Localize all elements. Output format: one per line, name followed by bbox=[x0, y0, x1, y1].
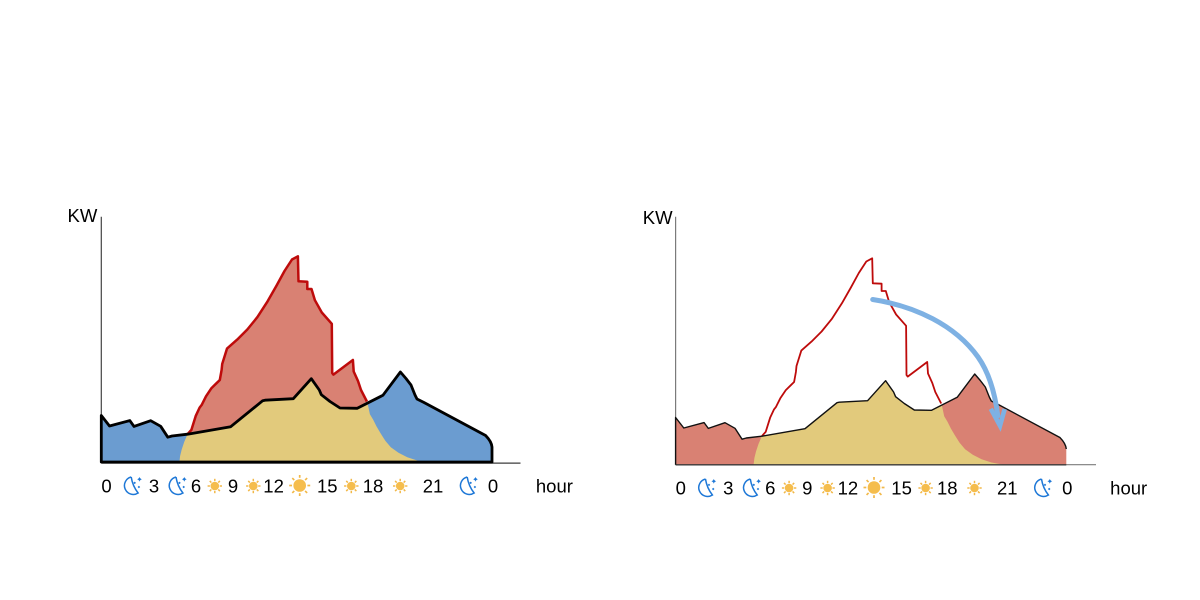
svg-text:15: 15 bbox=[891, 478, 912, 499]
svg-text:21: 21 bbox=[423, 476, 444, 497]
svg-text:6: 6 bbox=[191, 476, 201, 497]
svg-text:12: 12 bbox=[838, 478, 859, 499]
svg-text:12: 12 bbox=[263, 476, 284, 497]
svg-text:3: 3 bbox=[149, 476, 159, 497]
svg-text:6: 6 bbox=[765, 478, 775, 499]
svg-text:3: 3 bbox=[723, 478, 733, 499]
svg-text:KW: KW bbox=[643, 207, 673, 228]
svg-text:9: 9 bbox=[802, 478, 812, 499]
svg-text:0: 0 bbox=[676, 478, 686, 499]
svg-text:KW: KW bbox=[68, 205, 98, 226]
svg-text:15: 15 bbox=[317, 476, 338, 497]
svg-text:9: 9 bbox=[228, 476, 238, 497]
svg-text:0: 0 bbox=[1062, 478, 1072, 499]
svg-text:21: 21 bbox=[997, 478, 1018, 499]
svg-text:hour: hour bbox=[536, 476, 573, 497]
svg-text:18: 18 bbox=[363, 476, 384, 497]
svg-text:18: 18 bbox=[937, 478, 958, 499]
svg-text:hour: hour bbox=[1110, 478, 1147, 499]
svg-text:0: 0 bbox=[101, 476, 111, 497]
svg-text:0: 0 bbox=[488, 476, 498, 497]
